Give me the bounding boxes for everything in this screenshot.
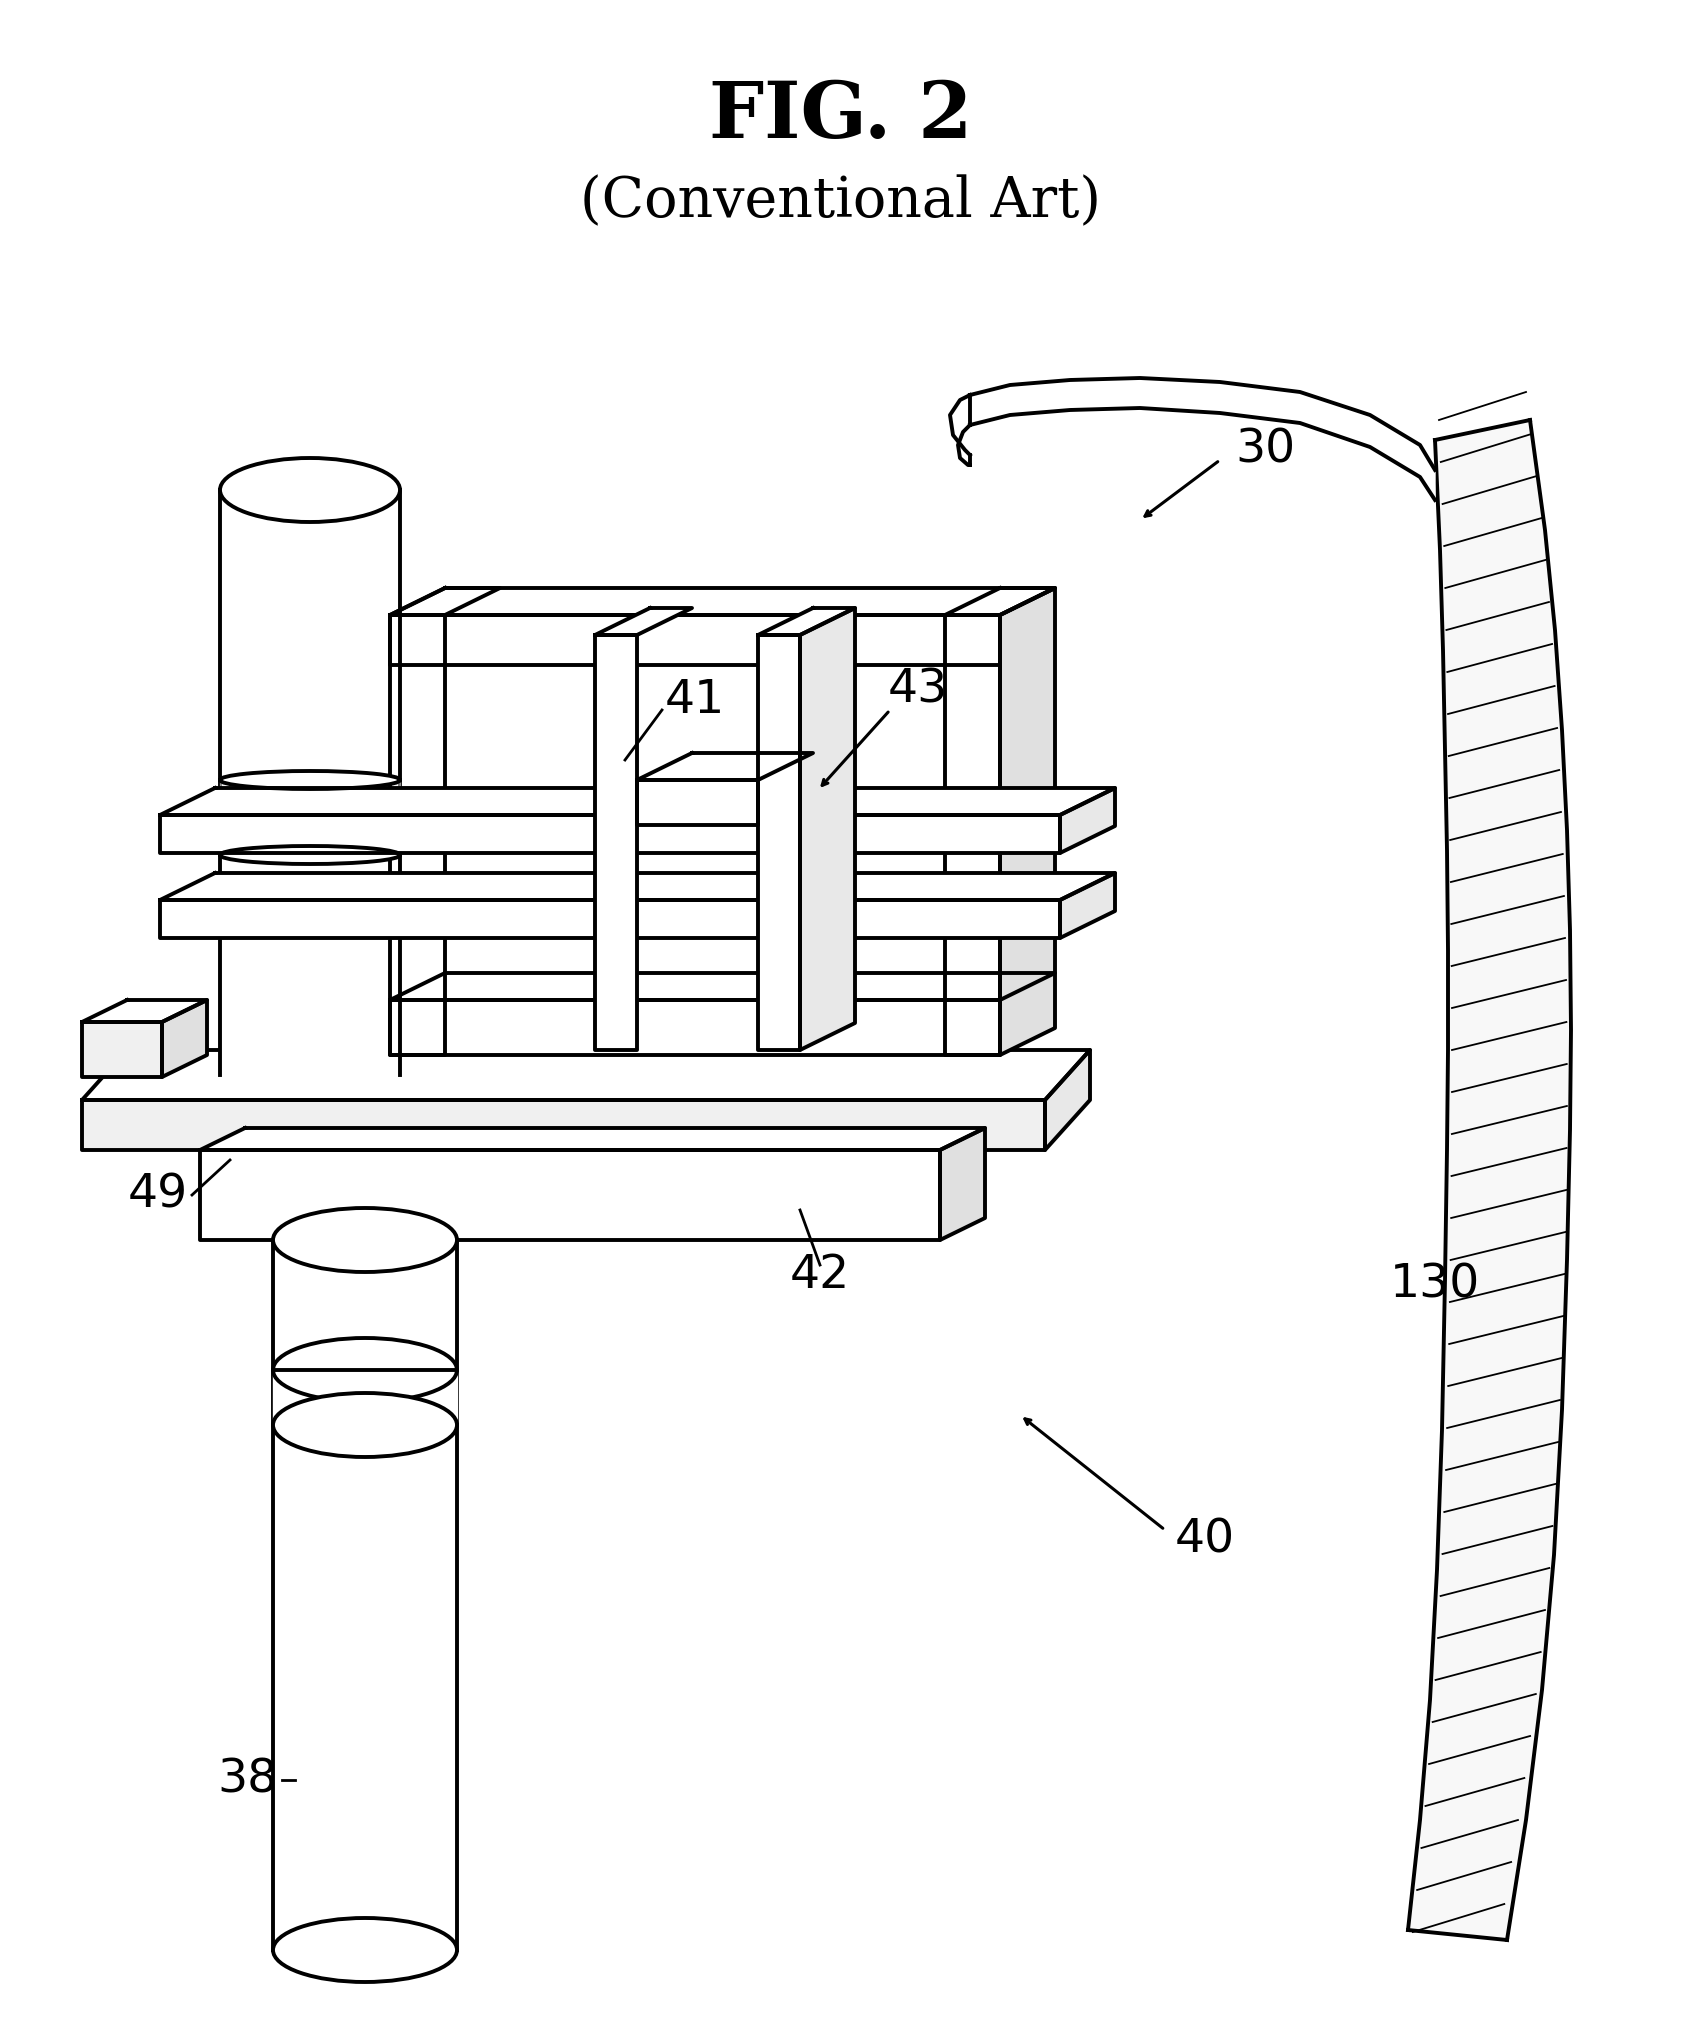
Polygon shape: [390, 972, 1055, 1000]
Polygon shape: [220, 780, 400, 855]
Text: 130: 130: [1389, 1263, 1480, 1308]
Ellipse shape: [220, 847, 400, 865]
Polygon shape: [160, 873, 1115, 899]
Polygon shape: [595, 608, 691, 635]
Polygon shape: [200, 1128, 984, 1150]
Text: 42: 42: [789, 1253, 849, 1297]
Text: 41: 41: [664, 677, 725, 721]
Ellipse shape: [272, 1918, 458, 1983]
Polygon shape: [161, 1000, 207, 1077]
Polygon shape: [160, 788, 1115, 814]
Polygon shape: [390, 588, 1055, 614]
Polygon shape: [999, 588, 1055, 1055]
Polygon shape: [1060, 873, 1115, 938]
Ellipse shape: [272, 1338, 458, 1403]
Text: 43: 43: [888, 667, 947, 713]
Polygon shape: [969, 378, 1435, 499]
Polygon shape: [160, 814, 1060, 853]
Polygon shape: [799, 608, 854, 1051]
Polygon shape: [944, 614, 999, 1055]
Text: (Conventional Art): (Conventional Art): [580, 176, 1100, 230]
Polygon shape: [390, 588, 500, 614]
Ellipse shape: [220, 770, 400, 788]
Polygon shape: [160, 899, 1060, 938]
Polygon shape: [390, 1000, 999, 1055]
Polygon shape: [595, 635, 636, 1051]
Polygon shape: [390, 614, 444, 1055]
Polygon shape: [1045, 1051, 1090, 1150]
Polygon shape: [272, 1241, 458, 1950]
Text: FIG. 2: FIG. 2: [708, 79, 972, 154]
Polygon shape: [1408, 420, 1569, 1940]
Polygon shape: [82, 1023, 161, 1077]
Text: 38: 38: [217, 1758, 278, 1803]
Polygon shape: [82, 1051, 1090, 1099]
Ellipse shape: [272, 1392, 458, 1457]
Polygon shape: [200, 1150, 940, 1241]
Polygon shape: [272, 1370, 458, 1425]
Polygon shape: [82, 1000, 207, 1023]
Polygon shape: [390, 614, 999, 665]
Ellipse shape: [220, 459, 400, 521]
Ellipse shape: [272, 1209, 458, 1271]
Polygon shape: [940, 1128, 984, 1241]
Text: 30: 30: [1235, 428, 1295, 473]
Polygon shape: [949, 394, 969, 465]
Polygon shape: [944, 588, 1055, 614]
Polygon shape: [757, 635, 799, 1051]
Polygon shape: [1408, 420, 1569, 1940]
Polygon shape: [82, 1099, 1045, 1150]
Text: 49: 49: [128, 1172, 188, 1217]
Polygon shape: [636, 780, 757, 825]
Polygon shape: [757, 608, 854, 635]
Polygon shape: [220, 489, 400, 1075]
Text: 40: 40: [1174, 1518, 1235, 1562]
Polygon shape: [636, 754, 812, 780]
Polygon shape: [1060, 788, 1115, 853]
